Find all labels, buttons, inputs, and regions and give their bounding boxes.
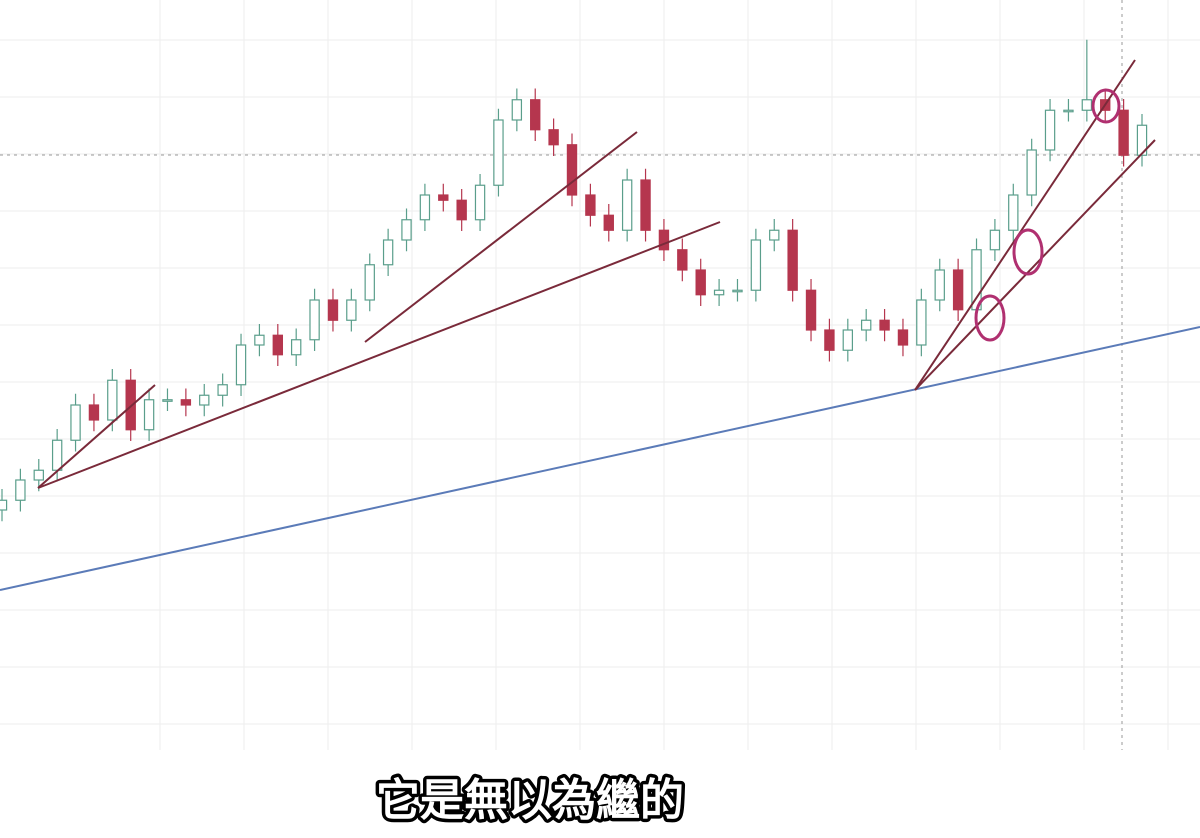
circles [974, 88, 1121, 342]
candle-body [382, 239, 394, 266]
trendline [0, 326, 1200, 591]
candle-body [713, 289, 725, 296]
candle-body [217, 384, 228, 396]
subtitle: 它是無以為繼的 [376, 775, 684, 826]
candle-body [1008, 194, 1019, 231]
candle-body [125, 379, 136, 431]
candle-body [33, 469, 44, 481]
candle-body [658, 229, 670, 251]
candle-body [474, 184, 486, 221]
candle-body [364, 264, 375, 301]
candle-body [934, 269, 945, 301]
trendline [914, 59, 1136, 391]
candle-body [272, 334, 284, 356]
trendline [914, 139, 1156, 391]
candle-body [235, 344, 247, 386]
candle-body [732, 289, 743, 293]
candle-body [805, 289, 817, 331]
candle-body [180, 399, 192, 406]
candle-body [566, 144, 578, 196]
candle-body [70, 404, 81, 441]
candle-body [879, 319, 890, 331]
candle-body [419, 194, 431, 221]
grid [0, 0, 1200, 750]
candle-body [1118, 109, 1129, 156]
candle-body [1044, 109, 1056, 151]
candle-body [989, 229, 1001, 251]
candle-body [824, 329, 835, 351]
candle-body [327, 299, 339, 321]
candle-body [401, 219, 412, 241]
trendline [37, 384, 156, 489]
candle-body [88, 404, 100, 421]
candle-body [585, 194, 596, 216]
circle-mark [974, 294, 1006, 342]
candle-body [530, 99, 541, 131]
candle-body [916, 299, 927, 346]
candle-body [511, 99, 523, 121]
candle-body [1136, 124, 1148, 156]
candle-body [309, 299, 320, 341]
candle-body [750, 239, 762, 291]
candle-body [695, 269, 706, 296]
candle-body [952, 269, 964, 311]
candle-body [15, 479, 26, 501]
candle-body [162, 399, 173, 402]
candles [0, 39, 1148, 522]
candle-body [1026, 149, 1037, 196]
candle-body [842, 329, 854, 351]
circle-mark [1091, 88, 1121, 124]
candle-body [199, 394, 210, 406]
candle-body [254, 334, 265, 346]
candle-body [456, 199, 467, 221]
candle-body [346, 299, 357, 321]
candle-body [548, 129, 559, 146]
candle-body [438, 194, 449, 201]
candle-body [493, 119, 504, 186]
candle-body [640, 179, 651, 231]
trendline [37, 221, 721, 489]
candle-body [621, 179, 633, 231]
candle-body [107, 379, 118, 421]
trendlines [0, 59, 1200, 591]
candle-body [787, 229, 798, 291]
circle-mark [1012, 228, 1044, 276]
candle-body [897, 329, 909, 346]
candle-body [603, 214, 614, 231]
trendline [364, 131, 638, 343]
candle-body [677, 249, 688, 271]
candle-body [290, 339, 302, 356]
candle-body [860, 319, 872, 331]
candle-body [0, 499, 8, 511]
candle-body [1063, 109, 1074, 113]
candle-body [51, 439, 63, 471]
candle-body [143, 399, 155, 431]
candle-body [769, 229, 780, 241]
candle-body [1081, 99, 1093, 111]
